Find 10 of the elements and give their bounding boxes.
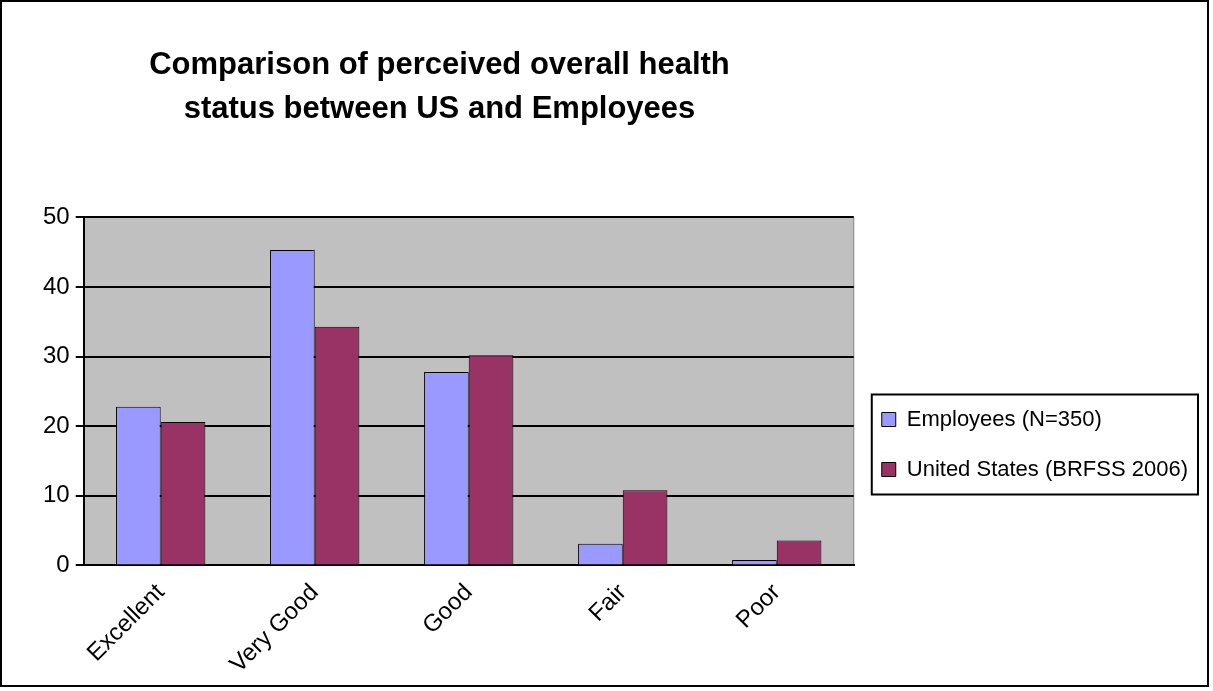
y-tick-label: 20: [42, 410, 70, 438]
x-tick-label: Fair: [582, 577, 631, 627]
legend-label: United States (BRFSS 2006): [906, 455, 1189, 481]
chart-title: Comparison of perceived overall health status between US and Employees: [148, 45, 731, 127]
y-tick-label: 50: [42, 202, 70, 230]
y-tick-label: 0: [56, 550, 70, 578]
y-tick-label: 30: [42, 341, 70, 369]
y-tick-label: 40: [42, 271, 70, 299]
y-tick-label: 10: [42, 480, 70, 508]
legend-label: Employees (N=350): [906, 405, 1102, 431]
